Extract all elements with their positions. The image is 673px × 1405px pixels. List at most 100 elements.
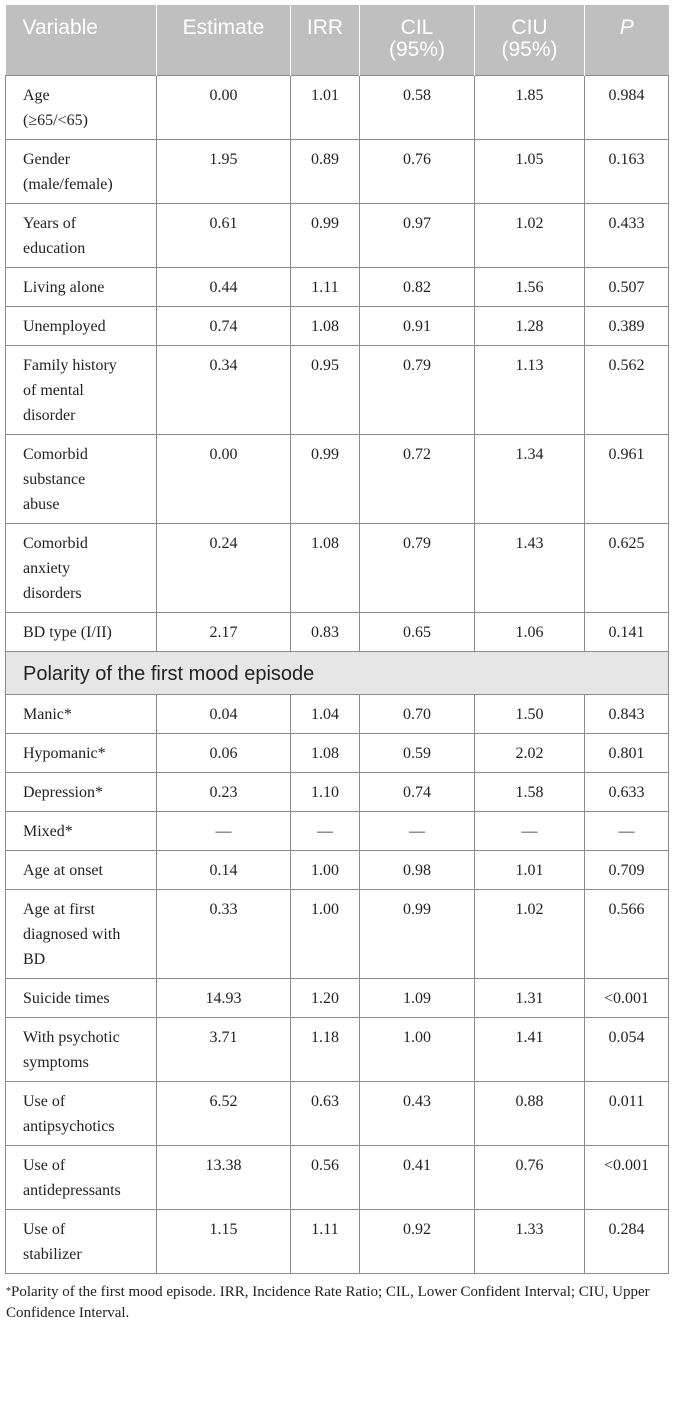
table-container: Variable Estimate IRR CIL (95%) CIU (95%) …: [5, 5, 669, 1324]
cell-variable: Years of education: [5, 202, 157, 268]
cell-irr: 0.83: [290, 611, 360, 652]
cell-cil: —: [359, 810, 475, 851]
cell-irr: —: [290, 810, 360, 851]
cell-estimate: 14.93: [156, 977, 291, 1018]
cell-irr: 0.95: [290, 344, 360, 435]
cell-ciu: 0.88: [474, 1080, 585, 1146]
cell-irr: 1.08: [290, 732, 360, 773]
cell-estimate: —: [156, 810, 291, 851]
cell-cil: 0.79: [359, 344, 475, 435]
cell-estimate: 0.06: [156, 732, 291, 773]
cell-cil: 0.98: [359, 849, 475, 890]
cell-estimate: 0.61: [156, 202, 291, 268]
cell-ciu: —: [474, 810, 585, 851]
cell-cil: 0.58: [359, 74, 475, 140]
cell-variable: Mixed*: [5, 810, 157, 851]
cell-irr: 1.11: [290, 266, 360, 307]
cell-ciu: 1.28: [474, 305, 585, 346]
cell-variable: Comorbid anxiety disorders: [5, 522, 157, 613]
cell-ciu: 1.02: [474, 202, 585, 268]
cell-variable: Hypomanic*: [5, 732, 157, 773]
cell-cil: 0.99: [359, 888, 475, 979]
cell-cil: 0.74: [359, 771, 475, 812]
cell-estimate: 0.34: [156, 344, 291, 435]
cell-ciu: 1.50: [474, 693, 585, 734]
table-row: Mixed* — — — — —: [5, 810, 669, 851]
cell-cil: 0.41: [359, 1144, 475, 1210]
header-irr: IRR: [290, 5, 360, 75]
cell-irr: 0.99: [290, 202, 360, 268]
table-row: Hypomanic* 0.06 1.08 0.59 2.02 0.801: [5, 732, 669, 773]
cell-variable: Manic*: [5, 693, 157, 734]
header-cil: CIL (95%): [359, 5, 475, 75]
cell-ciu: 1.01: [474, 849, 585, 890]
cell-estimate: 0.33: [156, 888, 291, 979]
cell-variable: Comorbid substance abuse: [5, 433, 157, 524]
results-table: Variable Estimate IRR CIL (95%) CIU (95%) …: [5, 5, 669, 1274]
table-row: Living alone 0.44 1.11 0.82 1.56 0.507: [5, 266, 669, 307]
cell-ciu: 1.43: [474, 522, 585, 613]
cell-p: <0.001: [584, 1144, 669, 1210]
footnote-marker: *: [6, 1285, 11, 1297]
table-row: Comorbid substance abuse 0.00 0.99 0.72 1.34 0.…: [5, 433, 669, 524]
cell-p: 0.284: [584, 1208, 669, 1274]
cell-variable: Age at first diagnosed with BD: [5, 888, 157, 979]
header-cil-text: CIL (95%): [388, 16, 446, 61]
cell-ciu: 1.41: [474, 1016, 585, 1082]
cell-estimate: 0.23: [156, 771, 291, 812]
cell-estimate: 0.00: [156, 433, 291, 524]
cell-irr: 0.99: [290, 433, 360, 524]
table-row: Age (≥65/<65) 0.00 1.01 0.58 1.85 0.984: [5, 74, 669, 140]
cell-p: 0.633: [584, 771, 669, 812]
cell-p: 0.011: [584, 1080, 669, 1146]
cell-estimate: 6.52: [156, 1080, 291, 1146]
section-title: Polarity of the first mood episode: [5, 650, 669, 695]
cell-estimate: 0.44: [156, 266, 291, 307]
table-row: Comorbid anxiety disorders 0.24 1.08 0.79 1.43…: [5, 522, 669, 613]
cell-p: 0.507: [584, 266, 669, 307]
table-body-group2: Manic* 0.04 1.04 0.70 1.50 0.843 Hypomanic* 0.0…: [5, 693, 669, 1274]
cell-p: 0.566: [584, 888, 669, 979]
cell-irr: 1.18: [290, 1016, 360, 1082]
cell-irr: 1.11: [290, 1208, 360, 1274]
cell-cil: 0.70: [359, 693, 475, 734]
cell-p: 0.562: [584, 344, 669, 435]
table-body-group1: Age (≥65/<65) 0.00 1.01 0.58 1.85 0.984 Gender(…: [5, 74, 669, 652]
cell-irr: 1.08: [290, 522, 360, 613]
cell-irr: 0.63: [290, 1080, 360, 1146]
cell-variable: Suicide times: [5, 977, 157, 1018]
table-row: Age at first diagnosed with BD 0.33 1.00 0.99…: [5, 888, 669, 979]
cell-estimate: 0.74: [156, 305, 291, 346]
cell-ciu: 1.58: [474, 771, 585, 812]
cell-p: <0.001: [584, 977, 669, 1018]
cell-p: 0.801: [584, 732, 669, 773]
cell-irr: 1.00: [290, 849, 360, 890]
cell-variable: With psychotic symptoms: [5, 1016, 157, 1082]
cell-cil: 0.97: [359, 202, 475, 268]
header-variable: Variable: [5, 5, 157, 75]
cell-p: 0.389: [584, 305, 669, 346]
table-row: Age at onset 0.14 1.00 0.98 1.01 0.709: [5, 849, 669, 890]
cell-cil: 0.72: [359, 433, 475, 524]
cell-ciu: 1.31: [474, 977, 585, 1018]
table-row: BD type (I/II) 2.17 0.83 0.65 1.06 0.141: [5, 611, 669, 652]
header-p: P: [584, 5, 669, 75]
cell-cil: 0.59: [359, 732, 475, 773]
table-row: Gender (male/female) 1.95 0.89 0.76 1.05 0.163: [5, 138, 669, 204]
cell-estimate: 1.95: [156, 138, 291, 204]
table-row: Use of antidepressants 13.38 0.56 0.41 0.76 <0…: [5, 1144, 669, 1210]
cell-variable: Use of antidepressants: [5, 1144, 157, 1210]
table-row: Years of education 0.61 0.99 0.97 1.02 0.433: [5, 202, 669, 268]
cell-cil: 0.76: [359, 138, 475, 204]
table-row: Manic* 0.04 1.04 0.70 1.50 0.843: [5, 693, 669, 734]
cell-variable: Living alone: [5, 266, 157, 307]
cell-p: 0.984: [584, 74, 669, 140]
table-row: Depression* 0.23 1.10 0.74 1.58 0.633: [5, 771, 669, 812]
cell-cil: 0.65: [359, 611, 475, 652]
cell-ciu: 1.34: [474, 433, 585, 524]
header-estimate: Estimate: [156, 5, 291, 75]
cell-variable: Use of antipsychotics: [5, 1080, 157, 1146]
cell-variable: Depression*: [5, 771, 157, 812]
section-body: Polarity of the first mood episode: [5, 650, 669, 695]
cell-ciu: 1.06: [474, 611, 585, 652]
